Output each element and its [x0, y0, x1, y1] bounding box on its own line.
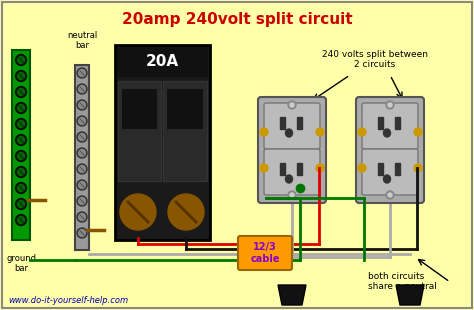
Circle shape — [16, 135, 27, 145]
Circle shape — [77, 196, 87, 206]
Polygon shape — [396, 285, 424, 305]
Circle shape — [18, 73, 25, 79]
Circle shape — [18, 153, 25, 160]
Circle shape — [79, 214, 85, 220]
Circle shape — [388, 103, 392, 107]
Circle shape — [77, 84, 87, 94]
Text: 20A: 20A — [146, 55, 179, 69]
Circle shape — [77, 116, 87, 126]
Text: 240 volts split between
2 circuits: 240 volts split between 2 circuits — [322, 50, 428, 69]
Text: both circuits
share a neutral: both circuits share a neutral — [368, 272, 437, 291]
Bar — [280, 117, 285, 129]
Circle shape — [358, 164, 366, 172]
Circle shape — [77, 148, 87, 158]
Circle shape — [77, 68, 87, 78]
Ellipse shape — [383, 129, 391, 137]
Circle shape — [77, 132, 87, 142]
Circle shape — [79, 86, 85, 92]
Circle shape — [358, 128, 366, 136]
Circle shape — [18, 56, 25, 64]
Circle shape — [288, 101, 296, 109]
Circle shape — [288, 191, 296, 199]
Text: neutral
bar: neutral bar — [67, 31, 97, 50]
Circle shape — [290, 103, 294, 107]
Circle shape — [79, 166, 85, 172]
Ellipse shape — [285, 129, 292, 137]
Circle shape — [16, 103, 27, 113]
Bar — [378, 163, 383, 175]
FancyBboxPatch shape — [238, 236, 292, 270]
Circle shape — [386, 101, 394, 109]
FancyBboxPatch shape — [362, 103, 418, 149]
Circle shape — [77, 180, 87, 190]
Circle shape — [79, 101, 85, 108]
Circle shape — [388, 193, 392, 197]
Circle shape — [16, 86, 27, 98]
Circle shape — [79, 229, 85, 237]
Circle shape — [316, 164, 324, 172]
Circle shape — [290, 193, 294, 197]
Circle shape — [18, 169, 25, 175]
Bar — [115, 45, 210, 240]
Circle shape — [120, 194, 156, 230]
Circle shape — [260, 128, 268, 136]
Bar — [297, 163, 302, 175]
Circle shape — [18, 121, 25, 127]
Circle shape — [18, 136, 25, 144]
Ellipse shape — [383, 175, 391, 183]
Circle shape — [16, 198, 27, 210]
Text: 12/3
cable: 12/3 cable — [250, 242, 280, 264]
Circle shape — [79, 197, 85, 205]
Bar — [75, 65, 89, 250]
Circle shape — [18, 104, 25, 112]
Circle shape — [16, 215, 27, 225]
Circle shape — [77, 164, 87, 174]
Circle shape — [168, 194, 204, 230]
Bar — [167, 89, 203, 129]
FancyBboxPatch shape — [356, 97, 424, 203]
Circle shape — [79, 181, 85, 188]
Circle shape — [18, 216, 25, 224]
Circle shape — [79, 149, 85, 157]
Circle shape — [414, 164, 422, 172]
Ellipse shape — [285, 175, 292, 183]
Circle shape — [260, 164, 268, 172]
Circle shape — [79, 69, 85, 77]
Bar — [297, 117, 302, 129]
Circle shape — [79, 134, 85, 140]
Circle shape — [386, 191, 394, 199]
Circle shape — [77, 212, 87, 222]
Circle shape — [16, 150, 27, 162]
Polygon shape — [278, 285, 306, 305]
Circle shape — [79, 117, 85, 125]
FancyBboxPatch shape — [264, 149, 320, 195]
FancyBboxPatch shape — [264, 103, 320, 149]
Text: ground
bar: ground bar — [6, 254, 36, 273]
Bar — [12, 50, 30, 240]
Bar — [164, 81, 207, 181]
Text: www.do-it-yourself-help.com: www.do-it-yourself-help.com — [8, 296, 128, 305]
Text: 20amp 240volt split circuit: 20amp 240volt split circuit — [122, 12, 352, 27]
Circle shape — [77, 100, 87, 110]
Circle shape — [16, 183, 27, 193]
Circle shape — [77, 228, 87, 238]
Circle shape — [16, 70, 27, 82]
Bar — [280, 163, 285, 175]
FancyBboxPatch shape — [362, 149, 418, 195]
Circle shape — [16, 166, 27, 178]
Circle shape — [18, 184, 25, 192]
Circle shape — [16, 55, 27, 65]
Circle shape — [316, 128, 324, 136]
Bar — [122, 89, 157, 129]
Circle shape — [414, 128, 422, 136]
Bar — [118, 81, 162, 181]
FancyBboxPatch shape — [258, 97, 326, 203]
Circle shape — [18, 201, 25, 207]
Bar — [395, 117, 400, 129]
Bar — [117, 47, 208, 77]
Circle shape — [18, 88, 25, 95]
Circle shape — [16, 118, 27, 130]
Bar — [395, 163, 400, 175]
Bar — [378, 117, 383, 129]
